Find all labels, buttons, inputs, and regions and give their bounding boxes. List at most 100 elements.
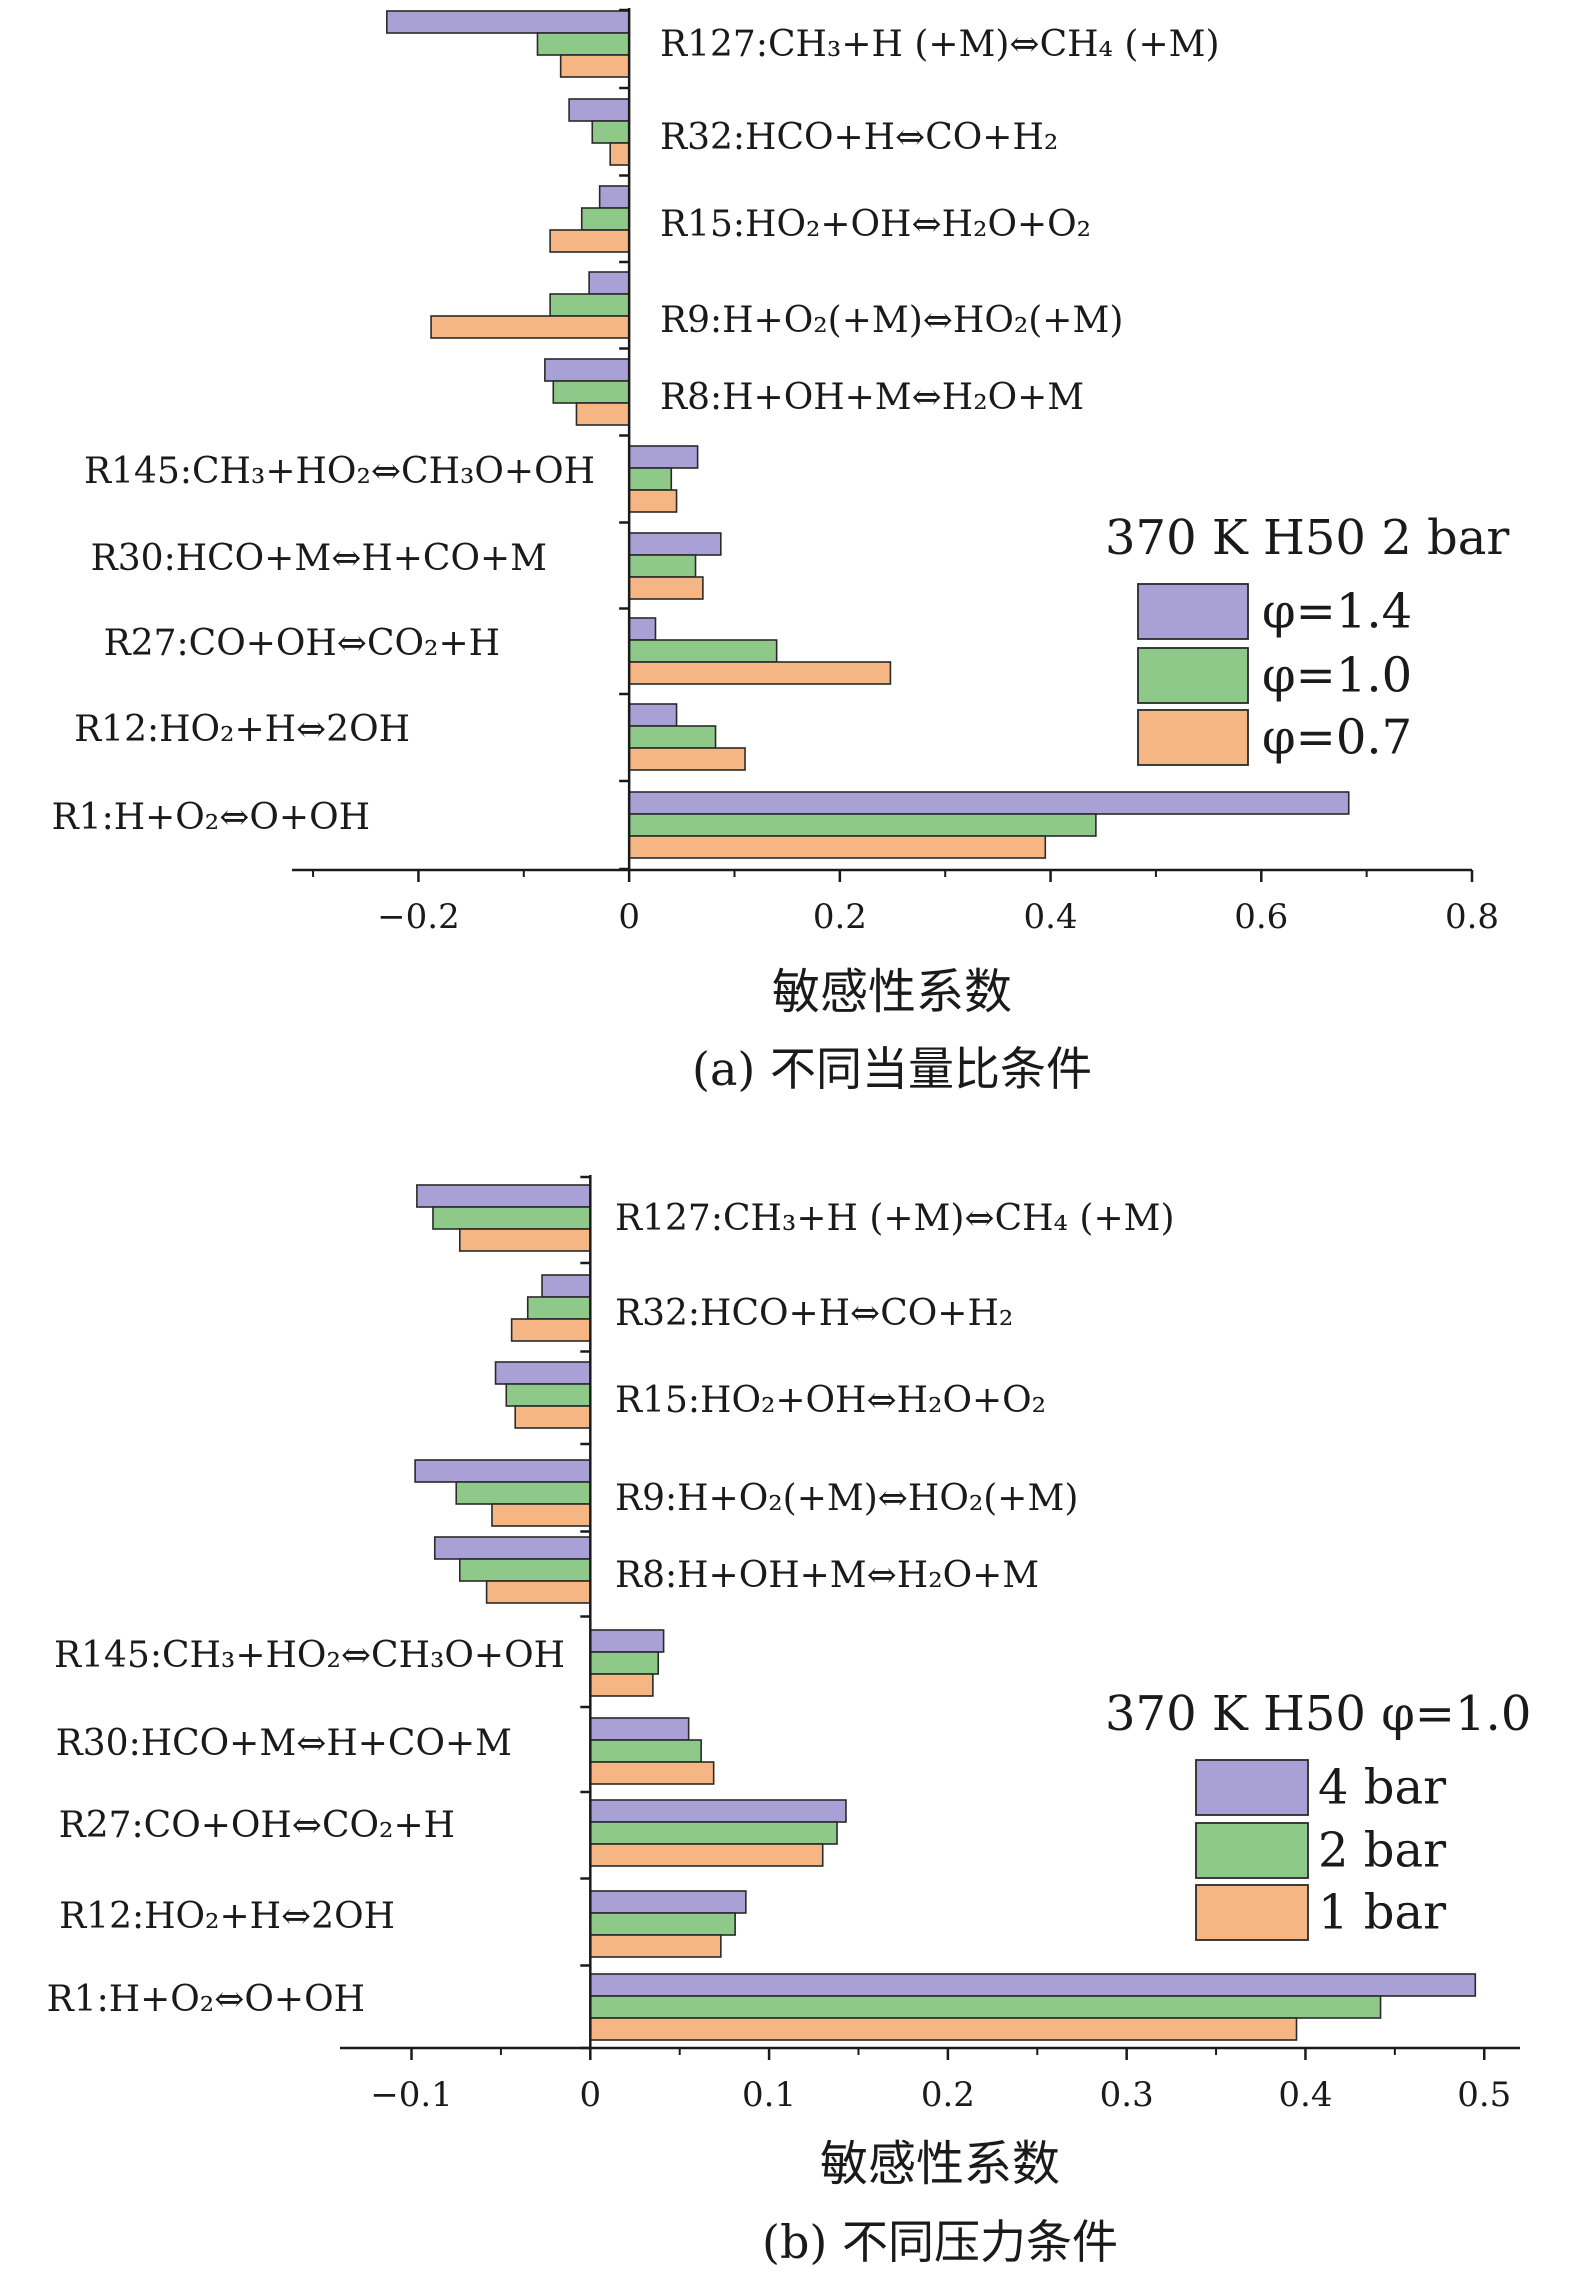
category-label-b-10: R1:H+O₂⇔O+OH	[47, 1979, 365, 2020]
bar-b-7-2-bar	[589, 1739, 702, 1763]
bar-b-4-2-bar	[455, 1481, 592, 1505]
legend-swatch-b-4-bar	[1195, 1759, 1309, 1816]
legend-title-b: 370 K H50 φ=1.0	[1105, 1686, 1531, 1742]
bar-b-10-2-bar	[589, 1995, 1382, 2019]
bar-a-6-1-0	[628, 467, 673, 491]
category-label-b-9: R12:HO₂+H⇔2OH	[59, 1896, 395, 1937]
bar-a-7-1-4	[628, 532, 722, 556]
legend-title-a: 370 K H50 2 bar	[1105, 510, 1509, 566]
category-label-a-8: R27:CO+OH⇔CO₂+H	[104, 623, 500, 664]
legend-label-b-4-bar: 4 bar	[1318, 1760, 1446, 1816]
bar-a-3-1-4	[598, 185, 630, 209]
chart-b: R127:CH₃+H (+M)⇔CH₄ (+M) R32:HCO+H⇔CO+H₂ R…	[47, 1175, 1531, 2269]
caption-b: (b) 不同压力条件	[762, 2215, 1118, 2269]
category-label-b-4: R9:H+O₂(+M)⇔HO₂(+M)	[615, 1478, 1078, 1519]
category-label-a-9: R12:HO₂+H⇔2OH	[74, 709, 410, 750]
bar-b-7-1-bar	[589, 1761, 715, 1785]
bar-a-4-1-4	[588, 271, 630, 295]
caption-a: (a) 不同当量比条件	[692, 1042, 1092, 1096]
legend-label-a-0-7: φ=0.7	[1262, 710, 1412, 766]
legend-label-a-1-0: φ=1.0	[1262, 648, 1412, 704]
category-label-b-7: R30:HCO+M⇔H+CO+M	[56, 1723, 512, 1764]
bar-a-8-0-7	[628, 661, 892, 685]
bar-a-8-1-4	[628, 617, 657, 641]
bar-a-5-1-0	[552, 380, 630, 404]
category-label-a-1: R127:CH₃+H (+M)⇔CH₄ (+M)	[660, 24, 1220, 65]
bar-b-6-2-bar	[589, 1651, 660, 1675]
bar-b-2-4-bar	[541, 1274, 592, 1298]
x-tick-label-a-0: −0.2	[377, 897, 460, 937]
x-tick-label-a-4: 0.6	[1234, 897, 1288, 937]
bar-a-10-1-0	[628, 813, 1097, 837]
bar-b-7-4-bar	[589, 1717, 690, 1741]
category-label-b-6: R145:CH₃+HO₂⇔CH₃O+OH	[54, 1635, 565, 1676]
category-label-a-10: R1:H+O₂⇔O+OH	[52, 797, 370, 838]
bar-b-2-1-bar	[510, 1318, 592, 1342]
bar-a-7-1-0	[628, 554, 697, 578]
x-tick-label-b-6: 0.5	[1457, 2075, 1511, 2115]
bar-a-10-0-7	[628, 835, 1047, 859]
legend-label-b-2-bar: 2 bar	[1318, 1823, 1446, 1879]
bar-b-5-2-bar	[458, 1558, 592, 1582]
bar-b-3-2-bar	[505, 1383, 592, 1407]
bar-b-6-4-bar	[589, 1629, 665, 1653]
category-label-a-7: R30:HCO+M⇔H+CO+M	[91, 538, 547, 579]
bar-b-2-2-bar	[526, 1296, 592, 1320]
bar-a-1-1-4	[386, 10, 630, 34]
bar-b-3-1-bar	[514, 1405, 592, 1429]
bar-b-8-1-bar	[589, 1843, 824, 1867]
x-tick-label-b-1: 0	[579, 2075, 601, 2115]
x-tick-label-a-1: 0	[618, 897, 640, 937]
bar-b-9-1-bar	[589, 1934, 722, 1958]
x-tick-label-b-2: 0.1	[742, 2075, 796, 2115]
x-tick-label-b-4: 0.3	[1100, 2075, 1154, 2115]
legend-label-b-1-bar: 1 bar	[1318, 1885, 1446, 1941]
legend-label-a-1-4: φ=1.4	[1262, 584, 1412, 640]
x-tick-label-b-3: 0.2	[921, 2075, 975, 2115]
bar-a-5-0-7	[575, 402, 630, 426]
bar-a-10-1-4	[628, 791, 1350, 815]
bar-b-8-4-bar	[589, 1799, 847, 1823]
bar-b-10-4-bar	[589, 1973, 1477, 1997]
bar-b-1-1-bar	[458, 1228, 592, 1252]
bar-b-4-4-bar	[414, 1459, 592, 1483]
bar-b-9-2-bar	[589, 1912, 736, 1936]
legend-swatch-a-0-7	[1137, 709, 1249, 766]
bar-a-1-0-7	[559, 54, 630, 78]
x-tick-label-b-0: −0.1	[370, 2075, 453, 2115]
bar-a-2-1-4	[568, 98, 630, 122]
legend-swatch-b-1-bar	[1195, 1884, 1309, 1941]
bar-a-9-1-0	[628, 725, 717, 749]
x-tick-label-a-2: 0.2	[813, 897, 867, 937]
legend-swatch-a-1-4	[1137, 583, 1249, 640]
chart-a: R127:CH₃+H (+M)⇔CH₄ (+M) R32:HCO+H⇔CO+H₂ R…	[52, 8, 1509, 1096]
x-tick-label-a-3: 0.4	[1024, 897, 1078, 937]
category-label-b-8: R27:CO+OH⇔CO₂+H	[59, 1805, 455, 1846]
bar-a-8-1-0	[628, 639, 778, 663]
legend-swatch-a-1-0	[1137, 647, 1249, 704]
bar-b-5-4-bar	[433, 1536, 592, 1560]
bar-a-4-1-0	[549, 293, 630, 317]
bar-a-3-1-0	[580, 207, 630, 231]
bar-b-8-2-bar	[589, 1821, 838, 1845]
category-label-a-3: R15:HO₂+OH⇔H₂O+O₂	[660, 204, 1091, 245]
bar-a-5-1-4	[544, 358, 630, 382]
category-label-b-2: R32:HCO+H⇔CO+H₂	[615, 1293, 1013, 1334]
category-label-b-3: R15:HO₂+OH⇔H₂O+O₂	[615, 1380, 1046, 1421]
legend-swatch-b-2-bar	[1195, 1822, 1309, 1879]
bar-a-2-1-0	[591, 120, 630, 144]
bar-a-2-0-7	[609, 142, 630, 166]
bar-b-1-4-bar	[416, 1184, 592, 1208]
category-label-b-5: R8:H+OH+M⇔H₂O+M	[615, 1555, 1039, 1596]
category-label-a-2: R32:HCO+H⇔CO+H₂	[660, 117, 1058, 158]
bar-a-3-0-7	[549, 229, 630, 253]
category-label-a-5: R8:H+OH+M⇔H₂O+M	[660, 377, 1084, 418]
bar-a-4-0-7	[430, 315, 630, 339]
bar-b-6-1-bar	[589, 1673, 654, 1697]
category-label-a-6: R145:CH₃+HO₂⇔CH₃O+OH	[84, 451, 595, 492]
bar-b-4-1-bar	[491, 1503, 592, 1527]
category-label-a-4: R9:H+O₂(+M)⇔HO₂(+M)	[660, 300, 1123, 341]
bar-b-10-1-bar	[589, 2017, 1298, 2041]
category-label-b-1: R127:CH₃+H (+M)⇔CH₄ (+M)	[615, 1198, 1175, 1239]
